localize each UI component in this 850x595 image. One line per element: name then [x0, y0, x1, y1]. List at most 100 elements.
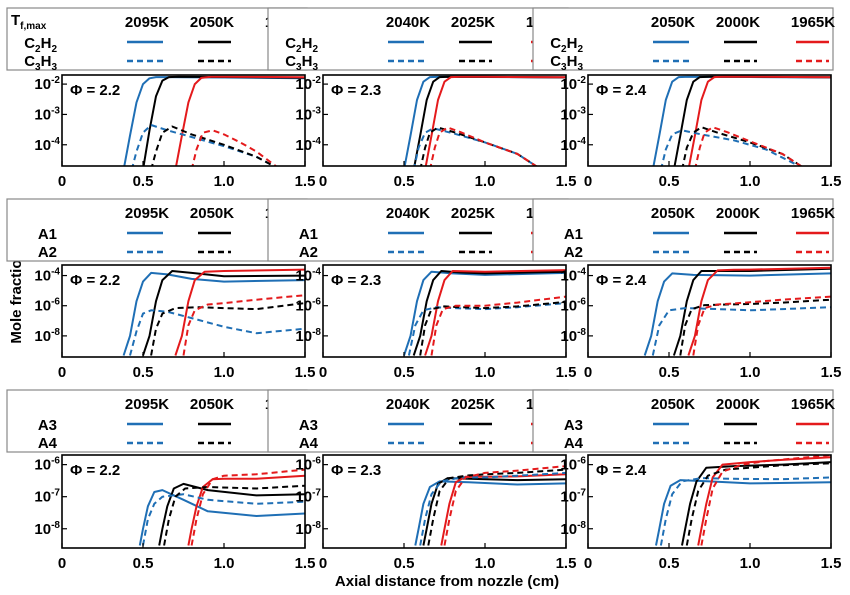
series-line: [190, 468, 305, 546]
series-line: [660, 129, 802, 166]
series-line: [129, 309, 305, 356]
y-tick-label: 10-8: [295, 327, 321, 345]
plot-curves: [403, 75, 566, 166]
x-tick-label: 0.5: [133, 364, 154, 381]
y-tick-label: 10-7: [295, 488, 321, 506]
y-tick-label: 10-4: [560, 267, 586, 285]
legend-temp-label: 1965K: [791, 205, 835, 222]
x-tick-label: 1.5: [821, 173, 842, 190]
legend-box: [6, 7, 308, 71]
series-line: [158, 482, 305, 546]
series-line: [651, 306, 831, 356]
plot-frame: [587, 454, 832, 549]
panel-r0-c0: Tf,maxC2H2C3H32095K2050K1980KΦ = 2.200.5…: [6, 7, 315, 190]
phi-label: Φ = 2.4: [596, 462, 647, 479]
x-axis-label: Axial distance from nozzle (cm): [335, 573, 559, 590]
legend-species-solid: A1: [564, 226, 583, 243]
x-tick-label: 0.5: [659, 364, 680, 381]
series-line: [440, 473, 566, 546]
legend-box: [267, 7, 569, 71]
plot-curves: [414, 465, 566, 546]
y-tick-label: 10-6: [295, 456, 321, 474]
y-tick-label: 10-4: [560, 136, 586, 154]
phi-label: Φ = 2.4: [596, 82, 647, 99]
series-line: [413, 127, 538, 166]
series-line: [659, 476, 831, 546]
series-line: [443, 465, 566, 546]
y-tick-label: 10-8: [34, 327, 60, 345]
series-line: [414, 480, 566, 546]
legend-temp-label: 2050K: [190, 396, 234, 413]
x-tick-label: 1.5: [556, 173, 577, 190]
series-line: [672, 267, 831, 356]
phi-label: Φ = 2.2: [70, 272, 120, 289]
x-tick-label: 1.0: [475, 364, 496, 381]
x-tick-label: 1.0: [740, 364, 761, 381]
x-tick-label: 1.5: [821, 364, 842, 381]
series-line: [687, 266, 831, 356]
legend-temp-label: 2040K: [386, 205, 430, 222]
legend-temp-label: 1965K: [791, 14, 835, 31]
series-line: [142, 75, 305, 166]
series-line: [122, 271, 305, 356]
panels-group: Tf,maxC2H2C3H32095K2050K1980KΦ = 2.200.5…: [6, 7, 842, 572]
legend-box: [6, 198, 308, 262]
legend-species-dashed: A2: [38, 244, 57, 261]
series-line: [419, 300, 566, 356]
plot-frame: [61, 454, 306, 549]
series-line: [697, 456, 831, 546]
series-line: [150, 302, 305, 356]
series-line: [163, 484, 305, 546]
legend-temp-label: 2050K: [190, 205, 234, 222]
plot-frame: [587, 264, 832, 358]
legend-temp-label: 2050K: [651, 14, 695, 31]
x-tick-label: 1.5: [556, 555, 577, 572]
series-line: [424, 269, 566, 356]
series-line: [679, 298, 831, 356]
x-tick-label: 1.5: [295, 555, 316, 572]
plot-frame: [322, 74, 567, 167]
x-tick-label: 0: [58, 364, 66, 381]
y-tick-label: 10-6: [560, 297, 586, 315]
phi-label: Φ = 2.4: [596, 272, 647, 289]
legend-species-solid: C2H2: [24, 35, 57, 55]
plot-curves: [122, 268, 305, 356]
x-tick-label: 0.5: [394, 364, 415, 381]
series-line: [419, 471, 566, 546]
series-line: [142, 270, 305, 356]
legend-temp-label: 2095K: [125, 14, 169, 31]
legend-box: [532, 198, 834, 262]
y-tick-label: 10-4: [295, 136, 321, 154]
series-line: [138, 489, 305, 546]
y-tick-label: 10-3: [34, 105, 60, 123]
y-tick-label: 10-8: [560, 327, 586, 345]
phi-label: Φ = 2.2: [70, 82, 120, 99]
legend-temp-label: 2025K: [451, 396, 495, 413]
legend-temp-label: 2000K: [716, 396, 760, 413]
y-tick-label: 10-2: [295, 75, 321, 93]
panel-r2-c0: A3A42095K2050K1980KΦ = 2.200.51.01.510-6…: [6, 389, 316, 572]
series-line: [694, 126, 803, 166]
series-line: [142, 493, 305, 546]
x-tick-label: 1.0: [475, 555, 496, 572]
series-line: [430, 295, 566, 356]
x-tick-label: 1.0: [214, 173, 235, 190]
x-tick-label: 0: [584, 173, 592, 190]
x-tick-label: 0.5: [659, 173, 680, 190]
y-tick-label: 10-6: [560, 456, 586, 474]
legend-species-solid: A3: [299, 417, 318, 434]
y-tick-label: 10-7: [560, 488, 586, 506]
legend-species-dashed: A4: [38, 435, 58, 452]
y-tick-label: 10-4: [34, 136, 60, 154]
y-tick-label: 10-8: [34, 520, 60, 538]
series-line: [413, 75, 566, 166]
plot-frame: [61, 264, 306, 358]
series-line: [412, 270, 566, 356]
legend-species-dashed: C3H3: [550, 53, 583, 73]
x-tick-label: 0: [58, 173, 66, 190]
plot-curves: [652, 75, 831, 166]
y-tick-label: 10-3: [295, 105, 321, 123]
series-line: [420, 126, 538, 166]
